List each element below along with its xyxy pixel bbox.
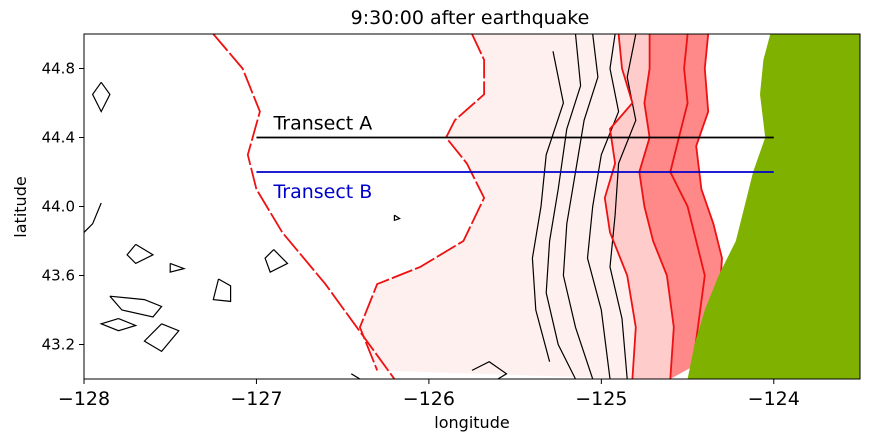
y-tick-label: 43.2 (42, 336, 75, 354)
land-mass (687, 34, 860, 379)
wave-fill-strong (639, 34, 722, 379)
bathymetry-island-contour (126, 243, 155, 265)
bathymetry-island-contour (212, 278, 232, 303)
transect-label: Transect A (272, 113, 372, 135)
transect-layer: Transect A Transect B (256, 113, 774, 203)
bathymetry-island-contour (471, 361, 508, 379)
y-tick-label: 43.6 (42, 267, 75, 285)
x-tick-label: −126 (403, 388, 455, 410)
x-tick-label: −125 (575, 388, 627, 410)
y-axis-ticks: 43.2 43.6 44.0 44.4 44.8 (42, 60, 84, 354)
x-tick-label: −124 (748, 388, 800, 410)
bathymetry-island-contour (143, 323, 180, 353)
wave-contour-layer (212, 34, 723, 379)
bathymetry-island-contour (91, 81, 111, 113)
x-axis-ticks: −128 −127 −126 −125 −124 (58, 379, 800, 410)
x-tick-label: −128 (58, 388, 110, 410)
y-axis-label: latitude (11, 176, 30, 237)
bathymetry-contour (609, 34, 637, 379)
wave-height-contour (212, 34, 396, 379)
bathymetry-contour (545, 34, 582, 379)
bathymetry-contour (531, 51, 565, 362)
x-axis-label: longitude (434, 413, 509, 432)
land-layer (687, 34, 860, 379)
wave-height-contour (603, 34, 637, 379)
wave-height-contour (358, 34, 486, 371)
bathymetry-island-contour (99, 318, 138, 332)
wave-height-contour (638, 34, 675, 379)
bathymetry-contour (586, 34, 620, 379)
wave-fill-mid (604, 34, 674, 379)
y-tick-label: 44.8 (42, 60, 75, 78)
bathymetry-island-contour (264, 249, 289, 273)
bathymetry-island-contour (169, 262, 186, 273)
bathymetry-island-contour (393, 214, 401, 222)
bathymetry-island-contour (84, 202, 102, 233)
wave-height-contour (669, 34, 706, 379)
x-tick-label: −127 (230, 388, 282, 410)
chart-title: 9:30:00 after earthquake (351, 7, 590, 29)
transect-label: Transect B (272, 181, 372, 203)
bathymetry-contour-layer (84, 34, 637, 379)
y-tick-label: 44.4 (42, 129, 75, 147)
bathymetry-island-contour (350, 373, 361, 379)
bathymetry-contour (562, 34, 599, 379)
bathymetry-island-contour (109, 295, 163, 318)
y-tick-label: 44.0 (42, 198, 75, 216)
